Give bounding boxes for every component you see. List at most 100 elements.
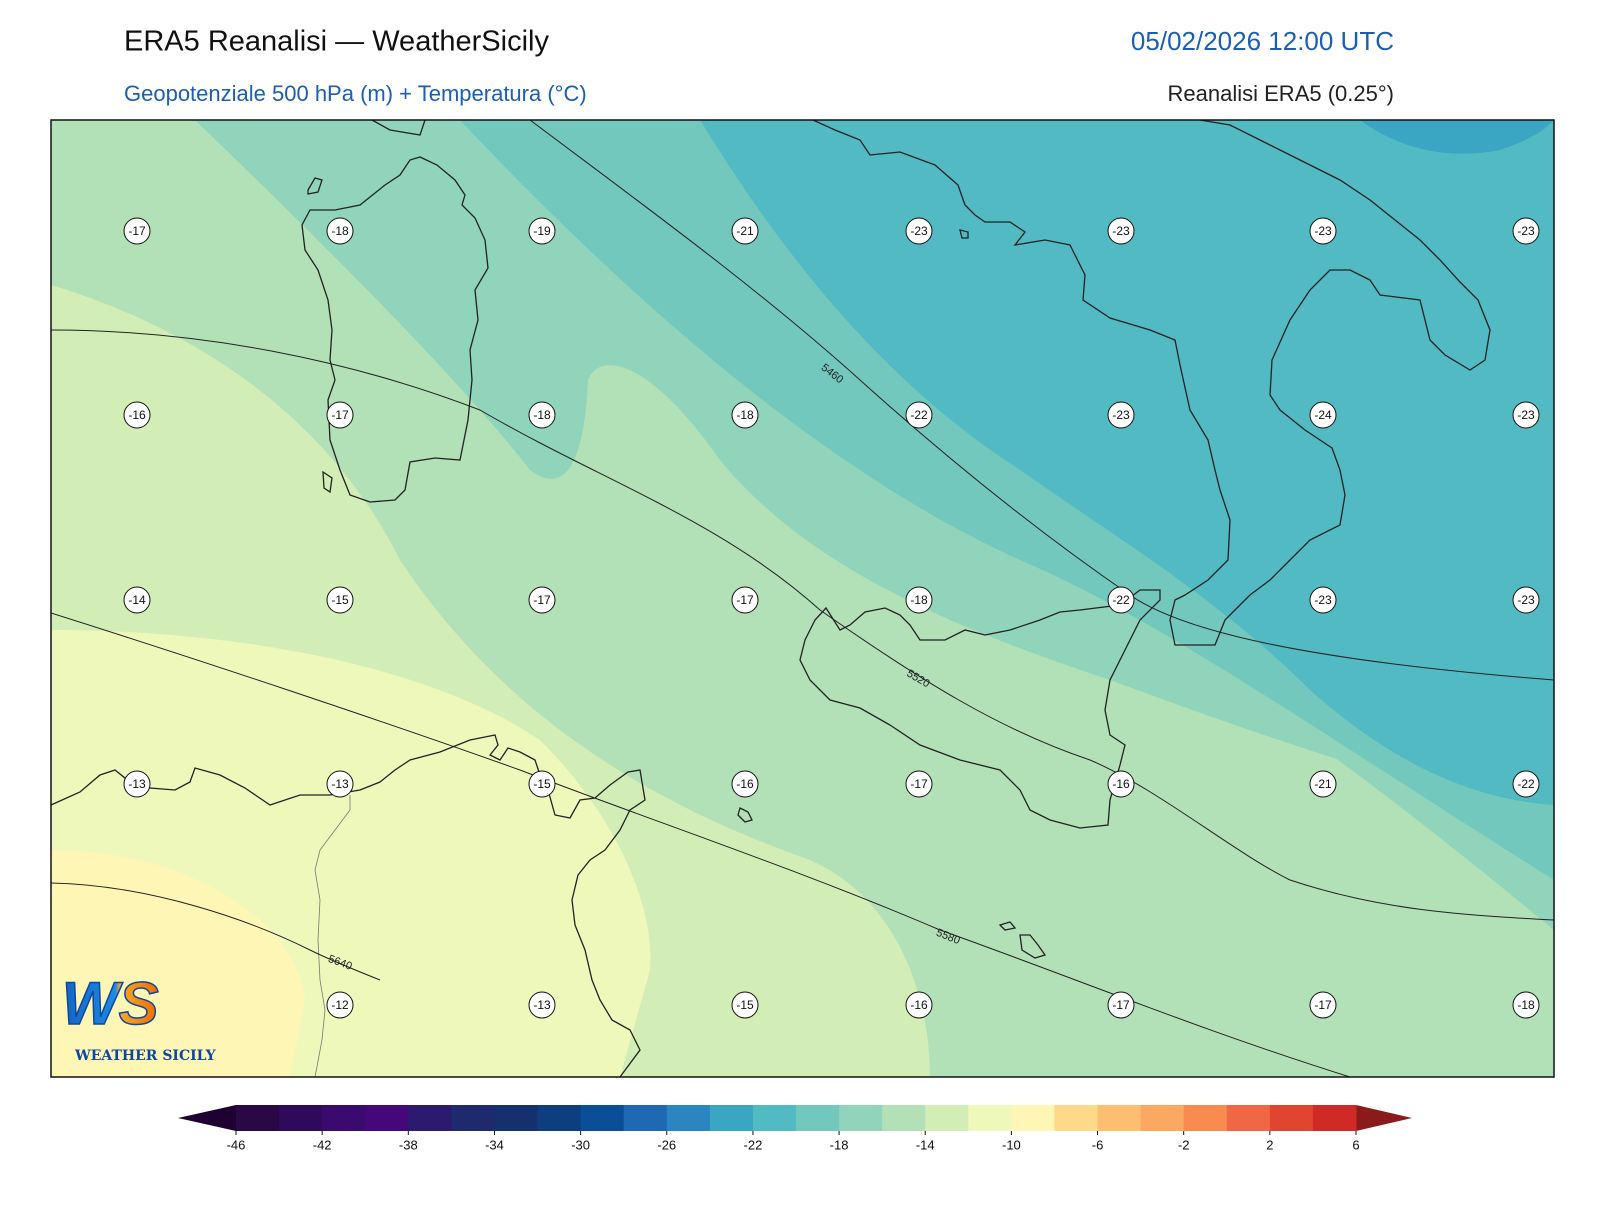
station-temp: -13: [331, 777, 349, 791]
isohypse: [51, 882, 381, 981]
station-temp: -15: [533, 777, 551, 791]
station-temp: -23: [1112, 224, 1130, 238]
station-marker: [528, 586, 556, 614]
station-temp: -23: [1517, 408, 1535, 422]
coastline: [812, 120, 1491, 646]
station-temp: -16: [128, 408, 146, 422]
station-temp: -18: [331, 224, 349, 238]
station-temp: -18: [910, 593, 928, 607]
colorbar-tick-label: -14: [916, 1137, 935, 1152]
title: ERA5 Reanalisi — WeatherSicily: [124, 26, 549, 58]
station-marker: [123, 586, 151, 614]
colorbar-tick-label: -10: [1002, 1137, 1021, 1152]
colorbar-tick-label: -26: [657, 1137, 676, 1152]
map-area: -17 -18 -19 -21 -23 -23 -23 -23 -16 -17 -18 -18 -22 -…: [51, 120, 1554, 1077]
station-temp: -21: [1314, 777, 1332, 791]
station-marker: [1512, 586, 1540, 614]
station-marker: [1309, 217, 1337, 245]
station-temp: -17: [128, 224, 146, 238]
colorbar-band: [580, 1105, 625, 1131]
colorbar-band: [1312, 1105, 1357, 1131]
station-temp: -16: [1112, 777, 1130, 791]
colorbar-band: [1183, 1105, 1228, 1131]
field: [51, 850, 305, 1077]
colorbar-band: [1269, 1105, 1314, 1131]
station-marker: [905, 217, 933, 245]
isohypse: [529, 120, 1554, 681]
station-marker: [1512, 217, 1540, 245]
station-marker: [326, 770, 354, 798]
colorbar-band: [968, 1105, 1012, 1131]
station-temp: -17: [910, 777, 928, 791]
colorbar-band: [623, 1105, 668, 1131]
logo-mark: WS: [62, 970, 159, 1037]
station-temp: -22: [1517, 777, 1535, 791]
colorbar-band: [839, 1105, 883, 1131]
station-marker: [326, 401, 354, 429]
station-temp: -14: [128, 593, 146, 607]
station-marker: [731, 401, 759, 429]
station-temp: -17: [331, 408, 349, 422]
station-marker: [905, 770, 933, 798]
colorbar-band: [925, 1105, 969, 1131]
station-marker: [731, 586, 759, 614]
station-temp: -15: [331, 593, 349, 607]
colorbar-tick-label: -38: [399, 1137, 418, 1152]
colorbar-band: [494, 1105, 539, 1131]
station-marker: [1512, 770, 1540, 798]
station-marker: [731, 770, 759, 798]
station-marker: [528, 401, 556, 429]
colorbar-tick-label: 6: [1352, 1137, 1359, 1152]
station-temp: -23: [1517, 224, 1535, 238]
coastline: [799, 589, 1161, 829]
coastline: [301, 156, 489, 503]
source: Reanalisi ERA5 (0.25°): [1168, 81, 1394, 106]
station-temp: -18: [533, 408, 551, 422]
colorbar-band: [1097, 1105, 1142, 1131]
station-marker: [731, 991, 759, 1019]
station-temp: -18: [736, 408, 754, 422]
colorbar-band: [1140, 1105, 1185, 1131]
colorbar-band: [537, 1105, 582, 1131]
map-frame: [50, 119, 1555, 1078]
station-marker: [528, 217, 556, 245]
colorbar-tick-label: -22: [744, 1137, 763, 1152]
colorbar-tick-label: -2: [1178, 1137, 1190, 1152]
colorbar-band: [796, 1105, 840, 1131]
coastline: [737, 807, 1047, 959]
station-temp: -24: [1314, 408, 1332, 422]
station-temp: -17: [1112, 998, 1130, 1012]
station-temp: -16: [736, 777, 754, 791]
station-temp: -19: [533, 224, 551, 238]
station-marker: [1107, 217, 1135, 245]
station-temp: -18: [1517, 998, 1535, 1012]
station-marker: [1309, 770, 1337, 798]
colorbar-tick-label: -34: [485, 1137, 504, 1152]
station-marker: [1107, 770, 1135, 798]
datetime: 05/02/2026 12:00 UTC: [1131, 26, 1394, 56]
colorbar-band: [1226, 1105, 1271, 1131]
station-marker: [528, 770, 556, 798]
station-temp: -13: [128, 777, 146, 791]
field: [1360, 120, 1554, 154]
coastline: [51, 734, 646, 1077]
station-marker: [123, 401, 151, 429]
colorbar-band: [882, 1105, 926, 1131]
colorbar-tick-label: -46: [227, 1137, 246, 1152]
station-marker: [123, 770, 151, 798]
colorbar-band: [236, 1105, 280, 1131]
colorbar-extend: [178, 1105, 236, 1131]
colorbar-band: [279, 1105, 323, 1131]
station-marker: [1512, 991, 1540, 1019]
station-marker: [326, 217, 354, 245]
colorbar-band: [1011, 1105, 1055, 1131]
logo: WS WEATHER SICILY: [61, 969, 216, 1064]
station-marker: [1309, 586, 1337, 614]
colorbar-band: [365, 1105, 409, 1131]
station-marker: [905, 401, 933, 429]
colorbar-tick-label: -30: [571, 1137, 590, 1152]
station-temp: -17: [736, 593, 754, 607]
colorbar-band: [408, 1105, 452, 1131]
